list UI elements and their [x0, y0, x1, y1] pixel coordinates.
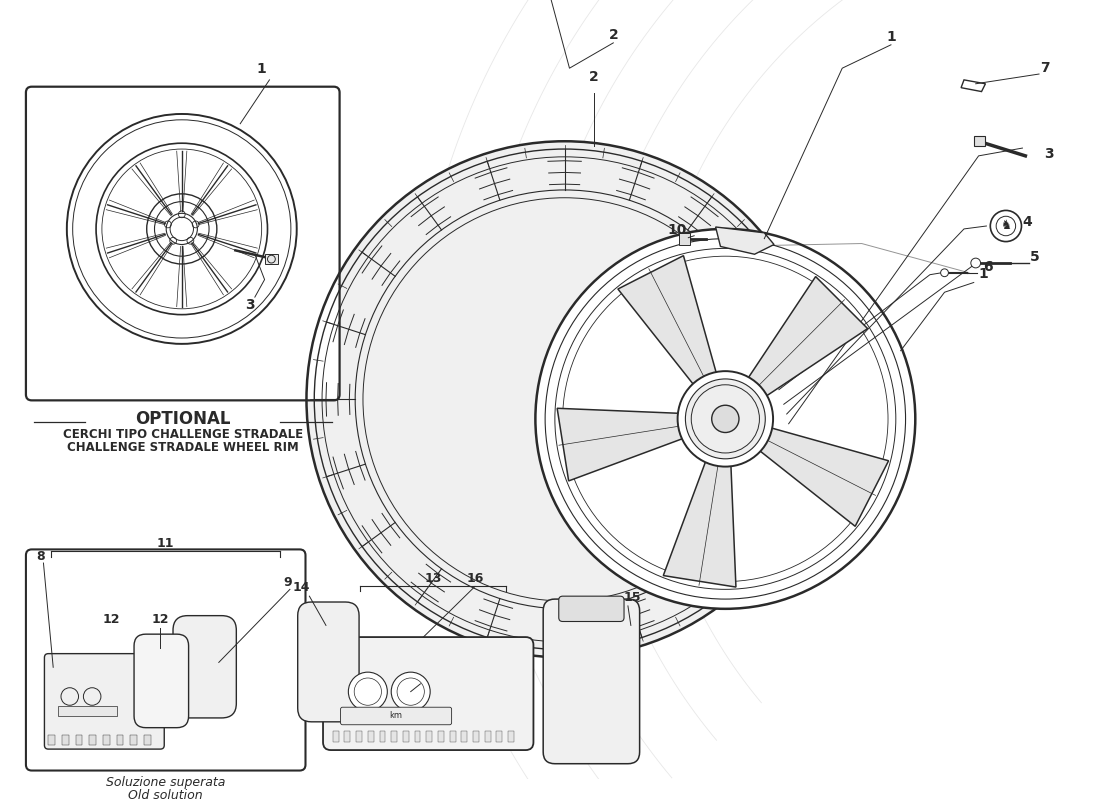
Text: 16: 16 [466, 571, 484, 585]
Bar [344, 730, 350, 742]
FancyBboxPatch shape [543, 599, 639, 764]
Circle shape [712, 406, 739, 433]
Circle shape [990, 210, 1022, 242]
Bar [130, 735, 138, 746]
Text: CERCHI TIPO CHALLENGE STRADALE: CERCHI TIPO CHALLENGE STRADALE [63, 428, 303, 441]
Polygon shape [663, 451, 736, 587]
Bar [392, 730, 397, 742]
Bar [461, 730, 468, 742]
Bar [265, 254, 278, 264]
Text: 4: 4 [1022, 215, 1032, 229]
Bar [974, 136, 986, 146]
FancyBboxPatch shape [341, 707, 452, 725]
Bar [62, 735, 69, 746]
FancyBboxPatch shape [134, 634, 188, 728]
Bar [333, 730, 339, 742]
Bar [356, 730, 362, 742]
Bar [117, 735, 123, 746]
Bar [58, 706, 117, 716]
Circle shape [691, 385, 759, 453]
FancyBboxPatch shape [26, 550, 306, 770]
Text: 15: 15 [624, 591, 641, 604]
Circle shape [267, 255, 275, 263]
Text: km: km [389, 711, 403, 721]
FancyBboxPatch shape [173, 616, 236, 718]
Polygon shape [558, 408, 693, 481]
Bar [438, 730, 443, 742]
Bar [48, 735, 55, 746]
Text: 12: 12 [103, 614, 120, 626]
FancyBboxPatch shape [323, 637, 534, 750]
Text: 2: 2 [608, 28, 618, 42]
Text: 6: 6 [983, 260, 993, 274]
FancyBboxPatch shape [44, 654, 164, 749]
Text: 11: 11 [156, 538, 174, 550]
Text: 1: 1 [256, 62, 266, 76]
FancyBboxPatch shape [26, 86, 340, 400]
Text: 8: 8 [36, 550, 45, 563]
Text: 7: 7 [1040, 61, 1049, 75]
Circle shape [678, 371, 773, 466]
Bar [367, 730, 374, 742]
Circle shape [685, 379, 766, 459]
Text: 10: 10 [667, 222, 686, 237]
Bar [679, 233, 691, 245]
Text: Old solution: Old solution [128, 789, 202, 800]
Bar [508, 730, 514, 742]
Bar [76, 735, 82, 746]
Text: 3: 3 [1044, 147, 1054, 161]
Text: 1: 1 [979, 266, 989, 281]
Polygon shape [716, 227, 774, 254]
FancyBboxPatch shape [298, 602, 359, 722]
Text: 9: 9 [283, 577, 292, 590]
Text: 13: 13 [425, 571, 442, 585]
Text: OPTIONAL: OPTIONAL [135, 410, 231, 428]
Text: Soluzione superata: Soluzione superata [106, 776, 224, 790]
Bar [415, 730, 420, 742]
Text: 1: 1 [887, 30, 895, 44]
Circle shape [971, 258, 980, 268]
Polygon shape [307, 142, 823, 658]
Bar [485, 730, 491, 742]
Bar [403, 730, 409, 742]
FancyBboxPatch shape [559, 596, 624, 622]
Text: 14: 14 [293, 582, 310, 594]
Bar [496, 730, 503, 742]
Bar [450, 730, 455, 742]
Circle shape [392, 672, 430, 711]
Bar [379, 730, 385, 742]
Text: 12: 12 [152, 614, 169, 626]
Polygon shape [961, 80, 986, 91]
Polygon shape [751, 425, 889, 526]
Polygon shape [742, 277, 868, 402]
Bar [144, 735, 151, 746]
Polygon shape [618, 256, 719, 393]
Bar [89, 735, 96, 746]
Text: 5: 5 [1031, 250, 1040, 264]
Bar [103, 735, 110, 746]
Bar [473, 730, 478, 742]
Text: passion for parts: passion for parts [426, 393, 772, 601]
Polygon shape [536, 229, 915, 609]
Circle shape [940, 269, 948, 277]
Circle shape [349, 672, 387, 711]
Text: autopartes: autopartes [346, 274, 773, 545]
Text: ♞: ♞ [1000, 219, 1012, 233]
Bar [427, 730, 432, 742]
Text: 3: 3 [245, 298, 255, 312]
Text: 2: 2 [588, 70, 598, 84]
Text: CHALLENGE STRADALE WHEEL RIM: CHALLENGE STRADALE WHEEL RIM [67, 442, 298, 454]
